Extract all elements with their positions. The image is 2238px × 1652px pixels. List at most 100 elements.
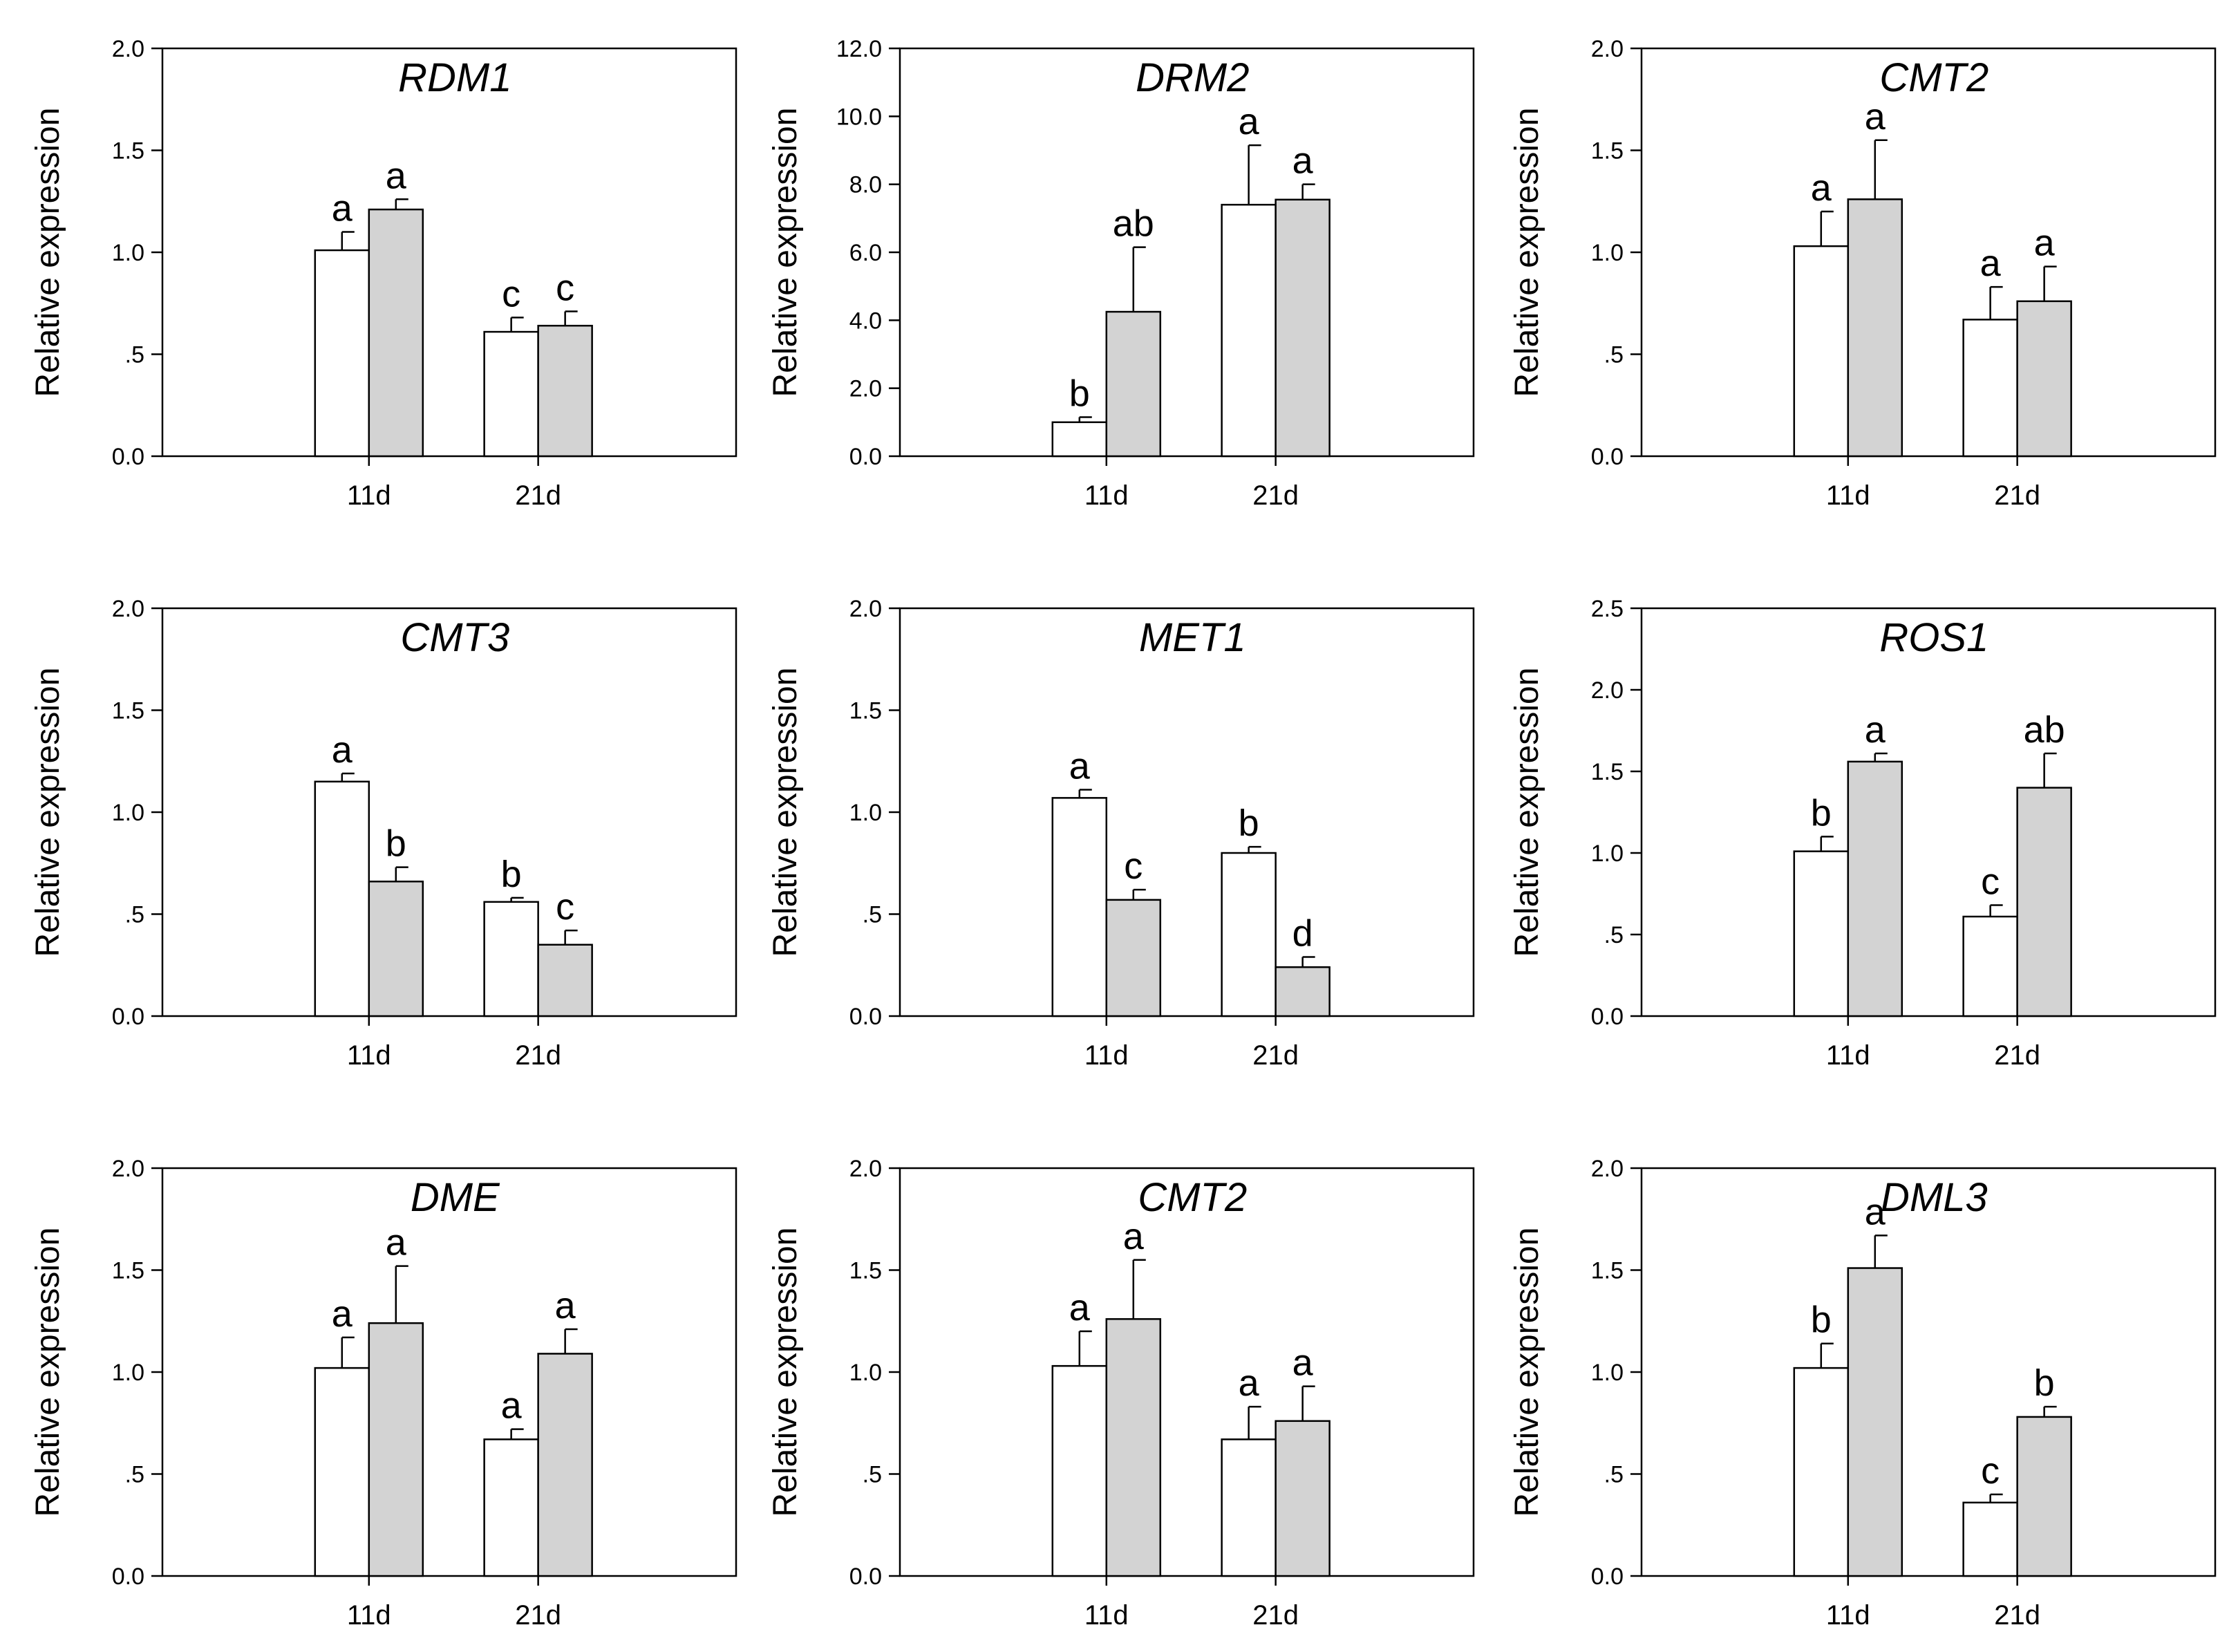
y-tick-label: 12.0: [836, 36, 882, 62]
x-tick-label: 21d: [1252, 480, 1299, 511]
chart-title: ROS1: [1879, 615, 1988, 660]
significance-letter: a: [1980, 243, 2002, 284]
y-tick-label: 2.0: [849, 1156, 882, 1182]
bar: [314, 249, 370, 458]
bar: [483, 330, 539, 458]
significance-letter: a: [1069, 746, 1091, 787]
chart-panel: 0.0 .5 1.0 1.5 2.0 Relative expression DML3 11d…: [1509, 1156, 2217, 1631]
y-tick-label: 2.0: [1591, 1156, 1624, 1182]
plot-frame: [1640, 1167, 2217, 1577]
y-tick-label: 2.0: [112, 1156, 144, 1182]
y-tick-label: 1.5: [112, 138, 144, 165]
x-tick-label: 11d: [1084, 480, 1129, 511]
significance-letter: b: [1811, 792, 1832, 834]
bar: [1793, 850, 1850, 1017]
y-tick-label: 1.5: [1591, 1258, 1624, 1284]
significance-letter: b: [1239, 802, 1259, 844]
significance-letter: a: [1865, 96, 1886, 138]
y-tick-label: 1.0: [849, 800, 882, 826]
bar: [368, 1322, 424, 1577]
bar: [1275, 966, 1330, 1017]
chart-panel: 0.0 .5 1.0 1.5 2.0 Relative expression CMT3 11d…: [30, 596, 737, 1071]
y-tick-label: 0.0: [112, 1004, 144, 1030]
y-tick-label: 1.5: [112, 1258, 144, 1284]
y-tick-label: 0.0: [112, 1564, 144, 1590]
y-axis-label: Relative expression: [767, 1228, 804, 1517]
bar: [483, 901, 539, 1017]
y-axis-label: Relative expression: [1509, 1228, 1545, 1517]
bar: [537, 324, 593, 458]
y-tick-label: 2.0: [1591, 36, 1624, 62]
bar: [1105, 899, 1162, 1017]
chart-title: CMT2: [1879, 55, 1988, 100]
y-tick-label: 1.5: [112, 698, 144, 724]
significance-letter: b: [1811, 1299, 1832, 1341]
significance-letter: c: [556, 886, 574, 928]
bar: [2016, 300, 2072, 458]
significance-letter: b: [501, 854, 522, 895]
chart-panel: 0.0 .5 1.0 1.5 2.0 Relative expression CMT2 11d…: [1509, 36, 2217, 511]
x-tick-label: 11d: [1084, 1600, 1129, 1631]
x-tick-label: 11d: [347, 480, 391, 511]
y-tick-label: .5: [1604, 1462, 1624, 1488]
plot-frame: [899, 607, 1475, 1017]
x-tick-label: 21d: [1252, 1600, 1299, 1631]
y-tick-label: 2.0: [112, 596, 144, 622]
y-tick-label: 1.0: [849, 1360, 882, 1386]
chart-title: DME: [411, 1175, 500, 1220]
y-tick-label: .5: [863, 1462, 882, 1488]
x-tick-label: 21d: [515, 1600, 561, 1631]
significance-letter: a: [1811, 167, 1832, 209]
y-axis-label: Relative expression: [1509, 108, 1545, 397]
bar: [314, 780, 370, 1017]
plot-frame: [1640, 607, 2217, 1017]
significance-letter: ab: [1113, 203, 1154, 245]
y-tick-label: 8.0: [849, 172, 882, 198]
y-tick-label: 0.0: [849, 444, 882, 470]
y-tick-label: 0.0: [849, 1004, 882, 1030]
chart-title: RDM1: [398, 55, 511, 100]
y-tick-label: 0.0: [1591, 1564, 1624, 1590]
bar: [1105, 310, 1162, 458]
x-tick-label: 11d: [1826, 1040, 1870, 1071]
chart-panel: 0.0 .5 1.0 1.5 2.0 Relative expression MET1 11d…: [767, 596, 1475, 1071]
bar: [537, 1353, 593, 1577]
significance-letter: a: [1239, 1362, 1260, 1404]
significance-letter: c: [1981, 861, 2000, 903]
significance-letter: a: [1123, 1216, 1145, 1257]
y-axis-label: Relative expression: [1509, 668, 1545, 957]
chart-panel: 0.0 .5 1.0 1.5 2.0 2.5 Relative expression ROS1…: [1509, 596, 2217, 1071]
bar: [1793, 1367, 1850, 1577]
significance-letter: b: [1069, 373, 1090, 414]
significance-letter: c: [1981, 1450, 2000, 1492]
significance-letter: a: [332, 188, 353, 229]
y-tick-label: 1.0: [112, 1360, 144, 1386]
significance-letter: c: [502, 273, 520, 315]
bar: [1051, 797, 1108, 1017]
y-tick-label: 4.0: [849, 308, 882, 334]
y-axis-label: Relative expression: [767, 668, 804, 957]
significance-letter: a: [386, 155, 407, 196]
significance-letter: c: [1124, 845, 1142, 887]
y-tick-label: .5: [125, 902, 144, 928]
significance-letter: a: [1239, 101, 1260, 142]
bar: [1221, 1438, 1277, 1577]
y-tick-label: 1.0: [112, 240, 144, 266]
y-tick-label: 1.0: [112, 800, 144, 826]
significance-letter: a: [332, 729, 353, 771]
bar: [1962, 1501, 2018, 1577]
plot-frame: [899, 47, 1475, 458]
chart-title: CMT3: [400, 615, 509, 660]
y-tick-label: 0.0: [1591, 1004, 1624, 1030]
y-tick-label: 0.0: [112, 444, 144, 470]
bar: [1847, 760, 1903, 1017]
y-axis-label: Relative expression: [767, 108, 804, 397]
y-axis-label: Relative expression: [30, 108, 66, 397]
y-tick-label: 1.5: [849, 698, 882, 724]
y-tick-label: 1.5: [1591, 138, 1624, 165]
significance-letter: b: [2034, 1362, 2055, 1404]
significance-letter: a: [1865, 1191, 1886, 1232]
bar: [368, 881, 424, 1017]
bar: [1847, 198, 1903, 458]
